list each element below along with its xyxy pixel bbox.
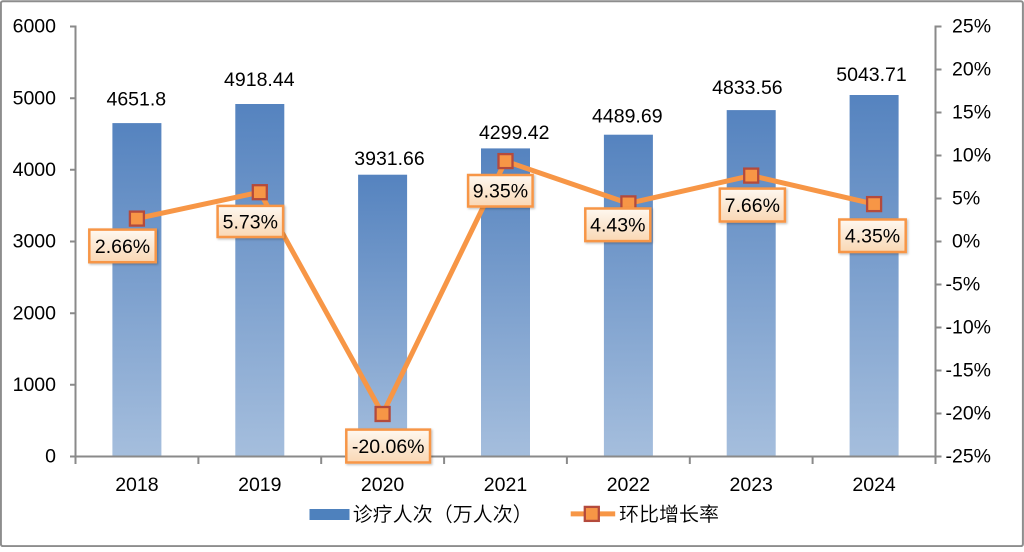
- svg-text:-25%: -25%: [946, 446, 992, 468]
- svg-text:5043.71: 5043.71: [836, 64, 907, 86]
- svg-text:5%: 5%: [952, 188, 980, 210]
- svg-text:3000: 3000: [13, 231, 57, 253]
- svg-text:2.66%: 2.66%: [95, 236, 150, 258]
- svg-text:0%: 0%: [952, 231, 980, 253]
- svg-text:-5%: -5%: [946, 274, 981, 296]
- svg-text:2024: 2024: [852, 474, 896, 496]
- svg-text:0: 0: [45, 446, 56, 468]
- svg-text:2000: 2000: [13, 302, 57, 324]
- svg-text:-15%: -15%: [946, 360, 992, 382]
- svg-text:2022: 2022: [607, 474, 650, 496]
- svg-text:15%: 15%: [952, 102, 991, 124]
- svg-text:5.73%: 5.73%: [223, 211, 278, 233]
- svg-text:9.35%: 9.35%: [473, 181, 528, 203]
- svg-text:7.66%: 7.66%: [725, 195, 780, 217]
- svg-text:4000: 4000: [13, 159, 57, 181]
- svg-text:-20.06%: -20.06%: [352, 436, 425, 458]
- svg-text:-10%: -10%: [946, 317, 992, 339]
- svg-text:10%: 10%: [952, 145, 991, 167]
- svg-text:20%: 20%: [952, 59, 991, 81]
- svg-text:4.35%: 4.35%: [845, 226, 900, 248]
- svg-text:4918.44: 4918.44: [224, 69, 295, 91]
- svg-text:2021: 2021: [484, 474, 527, 496]
- svg-text:2019: 2019: [238, 474, 281, 496]
- svg-text:5000: 5000: [13, 87, 57, 109]
- svg-text:3931.66: 3931.66: [354, 148, 425, 170]
- svg-text:4.43%: 4.43%: [590, 215, 645, 237]
- svg-text:-20%: -20%: [946, 403, 992, 425]
- svg-text:4489.69: 4489.69: [592, 106, 663, 128]
- svg-text:2020: 2020: [361, 474, 405, 496]
- svg-text:2018: 2018: [115, 474, 158, 496]
- svg-text:1000: 1000: [13, 374, 57, 396]
- svg-text:25%: 25%: [952, 16, 991, 38]
- svg-text:4833.56: 4833.56: [712, 77, 783, 99]
- svg-text:4299.42: 4299.42: [479, 122, 550, 144]
- svg-text:6000: 6000: [13, 16, 57, 38]
- svg-text:2023: 2023: [730, 474, 773, 496]
- svg-text:4651.8: 4651.8: [106, 88, 166, 110]
